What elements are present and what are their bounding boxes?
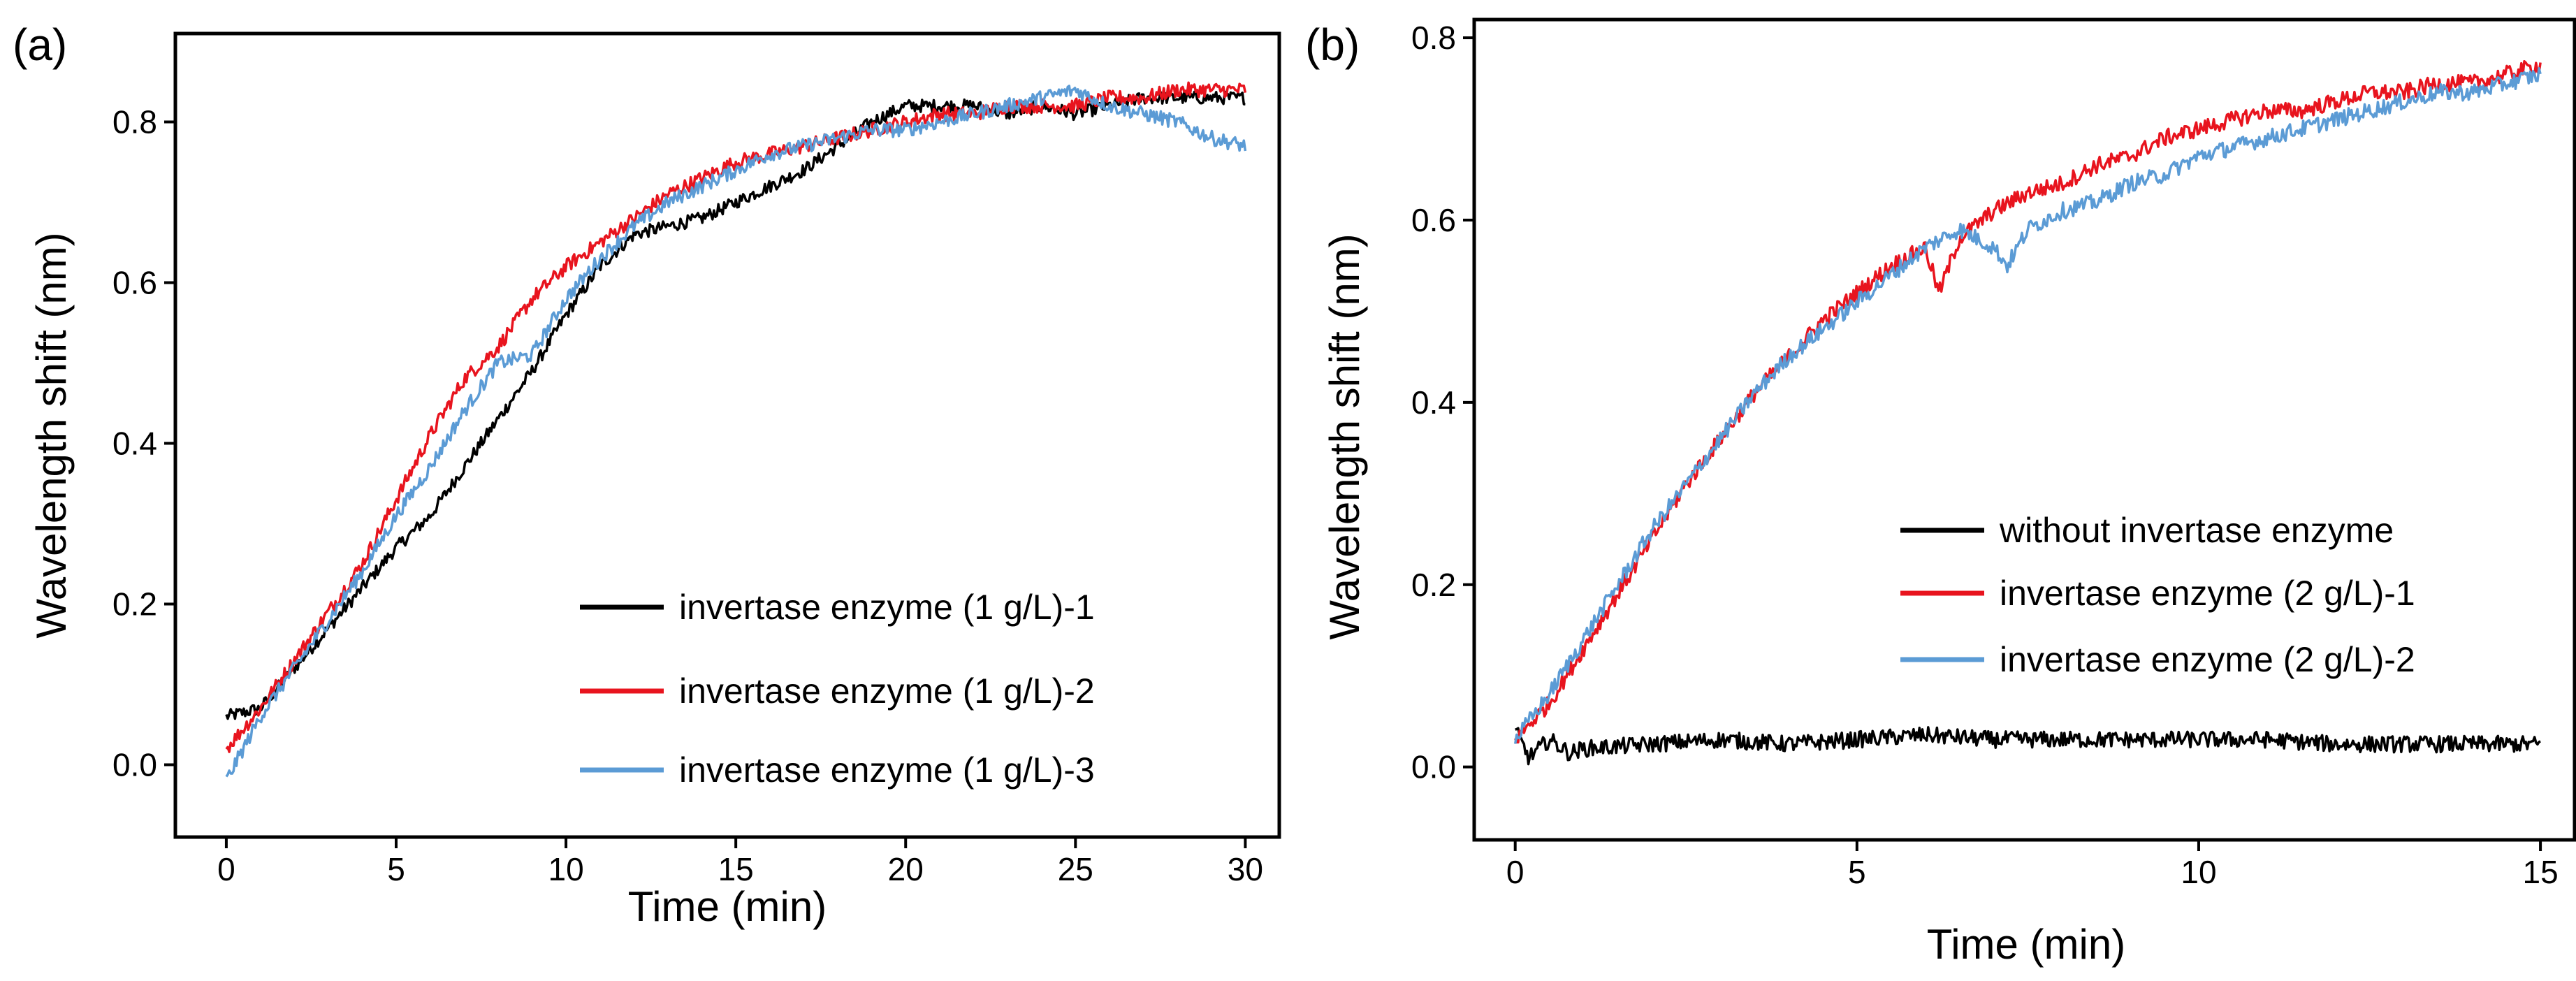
panel-b-x-axis-title: Time (min) — [1927, 921, 2125, 968]
panel-b-y-tick-labels: 0.0 0.2 0.4 0.6 0.8 — [1411, 20, 1456, 785]
panel-b-label: (b) — [1305, 20, 1360, 70]
y-tick-label: 0.8 — [112, 104, 157, 140]
x-tick-label: 0 — [217, 851, 235, 887]
x-tick-label: 30 — [1228, 851, 1263, 887]
panel-b-series — [1513, 60, 2542, 766]
panel-a-x-tick-labels: 0 5 10 15 20 25 30 — [217, 851, 1263, 887]
x-tick-label: 15 — [2523, 854, 2559, 890]
panel-a-label: (a) — [13, 20, 67, 70]
y-tick-label: 0.2 — [1411, 567, 1456, 603]
panel-a-y-axis-title: Wavelength shift (nm) — [28, 232, 75, 638]
series-line-1 — [225, 90, 1246, 720]
panel-a: (a) 0 5 10 15 20 25 30 0.0 0.2 0.4 0.6 0.8 Time (m… — [13, 20, 1281, 930]
panel-a-legend-label-2: invertase enzyme (1 g/L)-2 — [679, 671, 1095, 711]
series-line-1 — [1515, 726, 2541, 766]
panel-b: (b) 0 5 10 15 0.0 0.2 0.4 0.6 0.8 Time (min) Wa… — [1305, 17, 2576, 968]
panel-b-frame — [1472, 17, 2576, 842]
panel-a-ticks — [164, 120, 1247, 848]
panel-a-legend-label-3: invertase enzyme (1 g/L)-3 — [679, 750, 1095, 790]
y-tick-label: 0.0 — [112, 747, 157, 783]
y-tick-label: 0.6 — [112, 265, 157, 301]
panel-b-legend-label-2: invertase enzyme (2 g/L)-1 — [2000, 574, 2415, 613]
panel-a-frame — [173, 31, 1281, 839]
series-line-3 — [1513, 67, 2542, 744]
y-tick-label: 0.0 — [1411, 749, 1456, 785]
panel-a-legend: invertase enzyme (1 g/L)-1 invertase enz… — [580, 588, 1095, 790]
panel-b-legend-label-3: invertase enzyme (2 g/L)-2 — [2000, 640, 2415, 679]
panel-a-series — [225, 81, 1247, 778]
x-tick-label: 10 — [2181, 854, 2216, 890]
y-tick-label: 0.4 — [1411, 384, 1456, 421]
x-tick-label: 20 — [888, 851, 924, 887]
y-tick-label: 0.8 — [1411, 20, 1456, 56]
panel-a-y-tick-labels: 0.0 0.2 0.4 0.6 0.8 — [112, 104, 157, 783]
x-tick-label: 10 — [548, 851, 583, 887]
series-line-3 — [225, 85, 1247, 778]
y-tick-label: 0.6 — [1411, 202, 1456, 238]
panel-b-x-tick-labels: 0 5 10 15 — [1506, 854, 2559, 890]
panel-b-legend-label-1: without invertase enzyme — [1999, 511, 2394, 550]
y-tick-label: 0.4 — [112, 426, 157, 462]
x-tick-label: 25 — [1058, 851, 1093, 887]
x-tick-label: 5 — [387, 851, 405, 887]
panel-b-legend: without invertase enzyme invertase enzym… — [1900, 511, 2415, 679]
panel-a-x-axis-title: Time (min) — [628, 883, 827, 930]
x-tick-label: 5 — [1848, 854, 1866, 890]
x-tick-label: 15 — [718, 851, 754, 887]
y-tick-label: 0.2 — [112, 586, 157, 623]
x-tick-label: 0 — [1506, 854, 1525, 890]
panel-b-ticks — [1463, 36, 2542, 851]
series-line-2 — [225, 81, 1247, 753]
panel-a-legend-label-1: invertase enzyme (1 g/L)-1 — [679, 588, 1095, 627]
panel-b-y-axis-title: Wavelength shift (nm) — [1321, 233, 1368, 639]
